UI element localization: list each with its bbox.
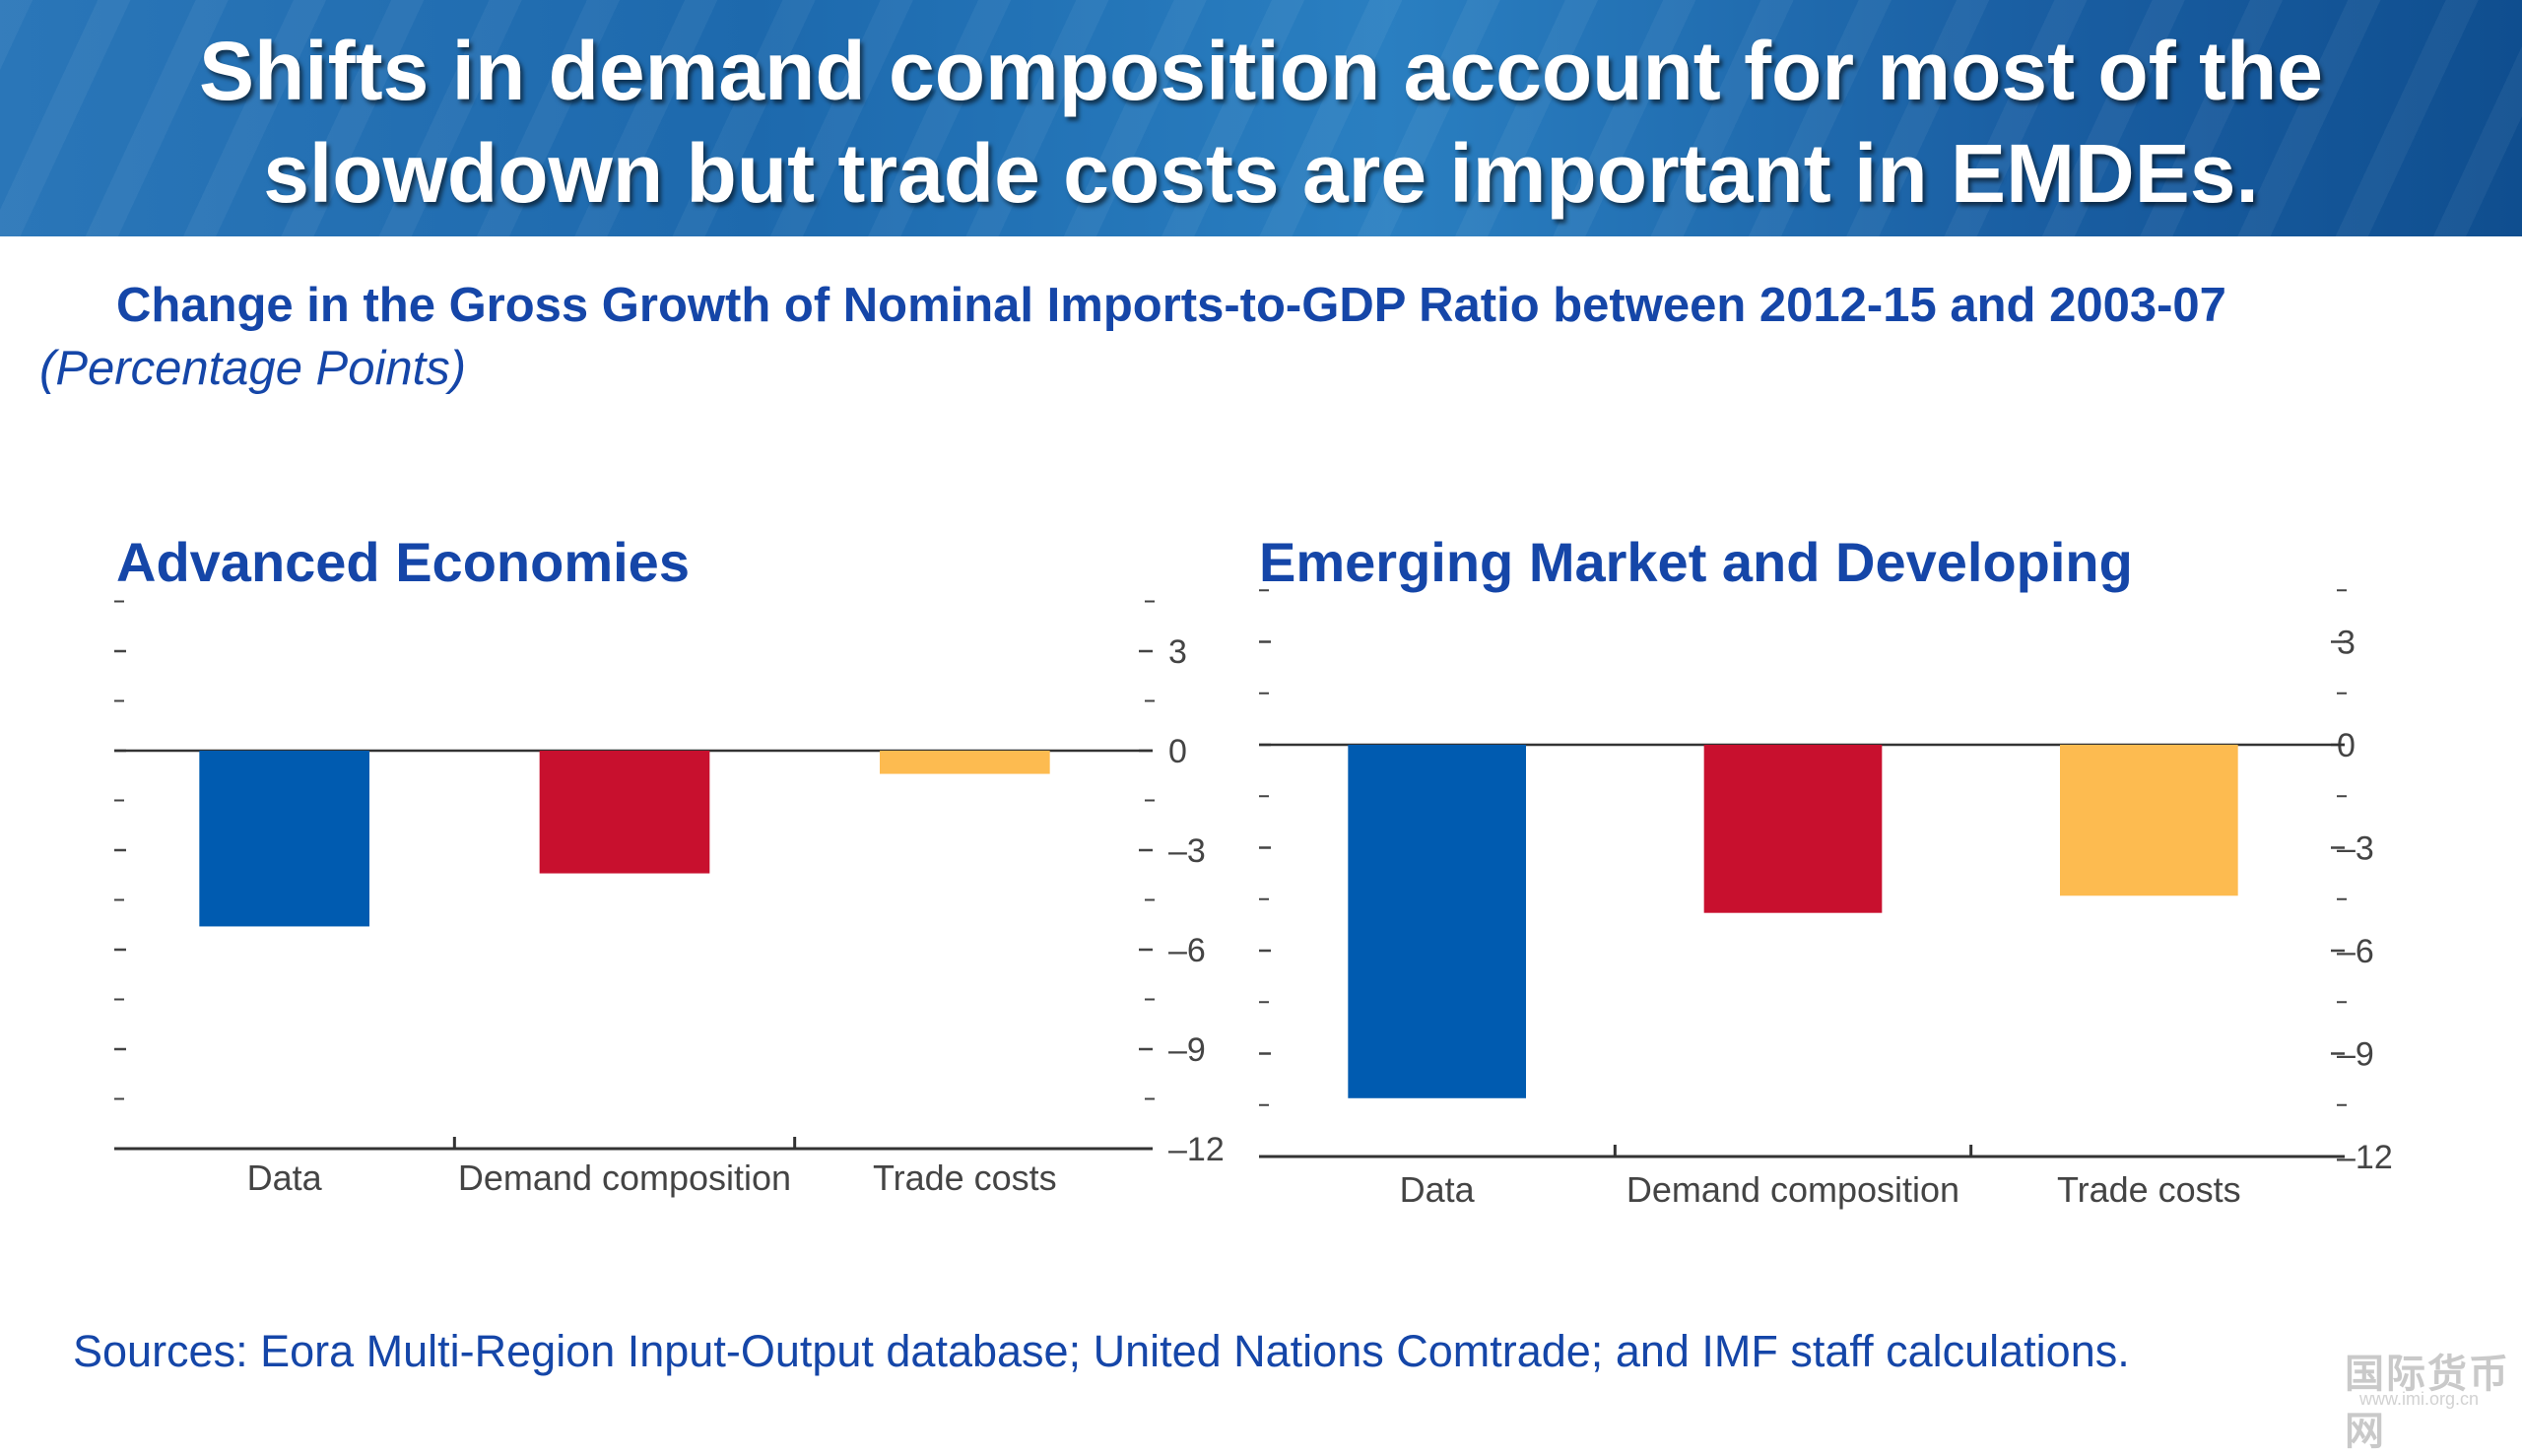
y-tick-label: –9 <box>1168 1031 1206 1069</box>
bar-demand-composition <box>539 751 710 874</box>
chart-units: (Percentage Points) <box>39 342 467 395</box>
slide-title: Shifts in demand composition account for… <box>198 25 2324 220</box>
sources-note: Sources: Eora Multi-Region Input-Output … <box>73 1326 2130 1376</box>
y-tick-label: –3 <box>1168 832 1206 870</box>
y-tick-label: 0 <box>2337 727 2356 764</box>
y-tick-label: –12 <box>1168 1131 1225 1168</box>
chart-subtitle: Change in the Gross Growth of Nominal Im… <box>116 279 2226 332</box>
x-category-label: Trade costs <box>873 1158 1057 1198</box>
bar-data <box>199 751 369 927</box>
panel-title-advanced: Advanced Economies <box>116 531 690 593</box>
x-category-label: Trade costs <box>2057 1169 2241 1210</box>
bar-demand-composition <box>1703 745 1883 913</box>
x-category-label: Demand composition <box>1626 1169 1959 1210</box>
y-tick-label: 3 <box>2337 625 2356 662</box>
bar-charts: 3 0 –3 –6 –9 –12 Data Demand composition Trade c… <box>114 589 2393 1210</box>
panel-title-emde: Emerging Market and Developing <box>1259 531 2133 593</box>
x-category-label: Demand composition <box>458 1158 791 1198</box>
header-banner: Shifts in demand composition account for… <box>0 0 2522 236</box>
y-tick-label: –9 <box>2337 1036 2374 1074</box>
watermark-url: www.imi.org.cn <box>2359 1389 2480 1409</box>
bar-data <box>1348 745 1526 1098</box>
x-category-label: Data <box>1400 1169 1476 1210</box>
y-tick-label: –3 <box>2337 830 2374 868</box>
y-tick-label: –6 <box>1168 932 1206 969</box>
y-tick-label: 3 <box>1168 633 1187 671</box>
bar-trade-costs <box>2060 745 2238 896</box>
bar-trade-costs <box>880 751 1050 774</box>
y-tick-label: 0 <box>1168 733 1187 770</box>
y-tick-label: –6 <box>2337 933 2374 970</box>
x-category-label: Data <box>247 1158 323 1198</box>
y-tick-label: –12 <box>2337 1139 2393 1176</box>
